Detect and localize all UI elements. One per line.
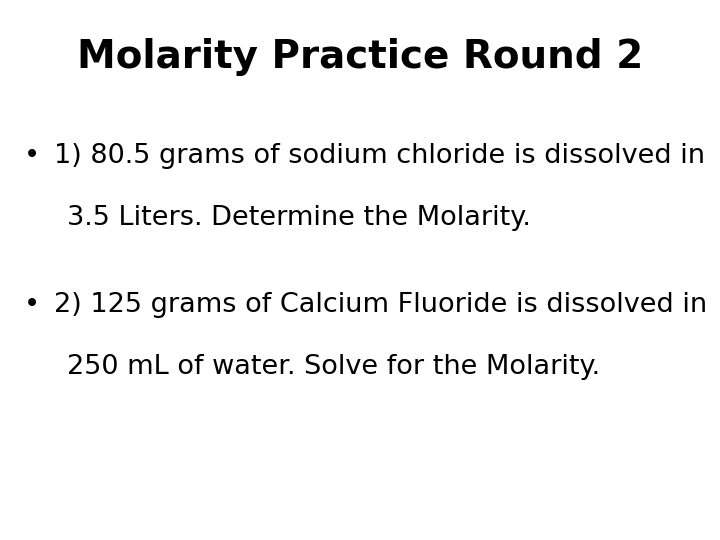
Text: 3.5 Liters. Determine the Molarity.: 3.5 Liters. Determine the Molarity.	[67, 205, 531, 231]
Text: •: •	[24, 143, 40, 169]
Text: 250 mL of water. Solve for the Molarity.: 250 mL of water. Solve for the Molarity.	[67, 354, 600, 380]
Text: 1) 80.5 grams of sodium chloride is dissolved in: 1) 80.5 grams of sodium chloride is diss…	[54, 143, 705, 169]
Text: •: •	[24, 292, 40, 318]
Text: Molarity Practice Round 2: Molarity Practice Round 2	[77, 38, 643, 76]
Text: 2) 125 grams of Calcium Fluoride is dissolved in: 2) 125 grams of Calcium Fluoride is diss…	[54, 292, 707, 318]
